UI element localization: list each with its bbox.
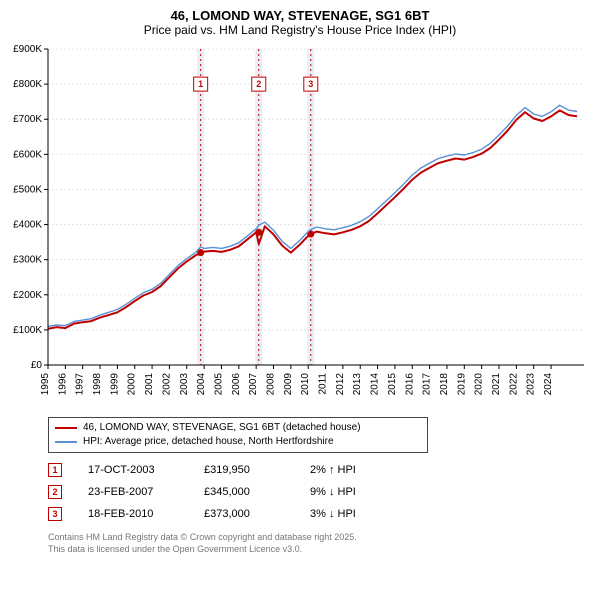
svg-text:2006: 2006 xyxy=(231,373,242,396)
svg-text:1997: 1997 xyxy=(75,373,86,396)
transaction-row: 3 18-FEB-2010 £373,000 3% ↓ HPI xyxy=(48,503,590,525)
svg-text:2018: 2018 xyxy=(439,373,450,396)
svg-text:2017: 2017 xyxy=(422,373,433,396)
svg-text:2002: 2002 xyxy=(161,373,172,396)
title-main: 46, LOMOND WAY, STEVENAGE, SG1 6BT xyxy=(10,8,590,23)
svg-text:2003: 2003 xyxy=(179,373,190,396)
transaction-diff: 9% ↓ HPI xyxy=(310,481,400,503)
svg-text:2013: 2013 xyxy=(352,373,363,396)
svg-text:2016: 2016 xyxy=(404,373,415,396)
svg-text:2001: 2001 xyxy=(144,373,155,396)
legend-swatch xyxy=(55,427,77,429)
svg-text:2019: 2019 xyxy=(456,373,467,396)
svg-text:2010: 2010 xyxy=(300,373,311,396)
footer-line1: Contains HM Land Registry data © Crown c… xyxy=(48,531,590,543)
transaction-price: £319,950 xyxy=(204,459,284,481)
transaction-row: 2 23-FEB-2007 £345,000 9% ↓ HPI xyxy=(48,481,590,503)
legend: 46, LOMOND WAY, STEVENAGE, SG1 6BT (deta… xyxy=(48,417,428,453)
svg-text:£400K: £400K xyxy=(13,220,42,231)
svg-text:£300K: £300K xyxy=(13,255,42,266)
transaction-marker: 1 xyxy=(48,463,62,477)
transaction-price: £373,000 xyxy=(204,503,284,525)
svg-text:2020: 2020 xyxy=(474,373,485,396)
legend-swatch xyxy=(55,441,77,443)
transaction-marker: 2 xyxy=(48,485,62,499)
svg-text:£100K: £100K xyxy=(13,325,42,336)
svg-text:1998: 1998 xyxy=(92,373,103,396)
svg-text:2011: 2011 xyxy=(318,373,329,395)
footer-line2: This data is licensed under the Open Gov… xyxy=(48,543,590,555)
svg-text:2015: 2015 xyxy=(387,373,398,396)
footer: Contains HM Land Registry data © Crown c… xyxy=(48,531,590,555)
svg-text:2021: 2021 xyxy=(491,373,502,396)
legend-row: HPI: Average price, detached house, Nort… xyxy=(55,435,421,449)
transaction-date: 17-OCT-2003 xyxy=(88,459,178,481)
svg-text:2008: 2008 xyxy=(266,373,277,396)
svg-text:£0: £0 xyxy=(31,360,43,371)
transaction-price: £345,000 xyxy=(204,481,284,503)
svg-text:1996: 1996 xyxy=(57,373,68,396)
transaction-diff: 2% ↑ HPI xyxy=(310,459,400,481)
svg-text:£200K: £200K xyxy=(13,290,42,301)
svg-text:£700K: £700K xyxy=(13,114,42,125)
svg-text:1: 1 xyxy=(198,79,203,89)
svg-text:3: 3 xyxy=(308,79,313,89)
svg-text:2023: 2023 xyxy=(526,373,537,396)
svg-text:2014: 2014 xyxy=(370,373,381,396)
svg-text:2000: 2000 xyxy=(127,373,138,396)
transaction-row: 1 17-OCT-2003 £319,950 2% ↑ HPI xyxy=(48,459,590,481)
chart: 1 2 3 £0 £100K £200K £300K £400K £500K £600K £700K… xyxy=(10,43,590,413)
transaction-marker: 3 xyxy=(48,507,62,521)
svg-text:2004: 2004 xyxy=(196,373,207,396)
svg-text:2: 2 xyxy=(256,79,261,89)
svg-text:£600K: £600K xyxy=(13,149,42,160)
svg-text:£900K: £900K xyxy=(13,44,42,55)
svg-text:2022: 2022 xyxy=(508,373,519,396)
legend-label: HPI: Average price, detached house, Nort… xyxy=(83,435,334,449)
chart-title-block: 46, LOMOND WAY, STEVENAGE, SG1 6BT Price… xyxy=(10,8,590,37)
svg-text:1995: 1995 xyxy=(40,373,51,396)
svg-text:1999: 1999 xyxy=(109,373,120,396)
svg-text:£500K: £500K xyxy=(13,184,42,195)
transactions-table: 1 17-OCT-2003 £319,950 2% ↑ HPI 2 23-FEB-2007… xyxy=(48,459,590,525)
legend-label: 46, LOMOND WAY, STEVENAGE, SG1 6BT (deta… xyxy=(83,421,361,435)
svg-text:2012: 2012 xyxy=(335,373,346,396)
chart-svg: 1 2 3 £0 £100K £200K £300K £400K £500K £600K £700K… xyxy=(10,43,590,413)
transaction-date: 18-FEB-2010 xyxy=(88,503,178,525)
transaction-diff: 3% ↓ HPI xyxy=(310,503,400,525)
svg-text:2007: 2007 xyxy=(248,373,259,396)
svg-text:2005: 2005 xyxy=(213,373,224,396)
svg-text:£800K: £800K xyxy=(13,79,42,90)
title-sub: Price paid vs. HM Land Registry's House … xyxy=(10,23,590,37)
legend-row: 46, LOMOND WAY, STEVENAGE, SG1 6BT (deta… xyxy=(55,421,421,435)
svg-text:2024: 2024 xyxy=(543,373,554,396)
svg-text:2009: 2009 xyxy=(283,373,294,396)
transaction-date: 23-FEB-2007 xyxy=(88,481,178,503)
